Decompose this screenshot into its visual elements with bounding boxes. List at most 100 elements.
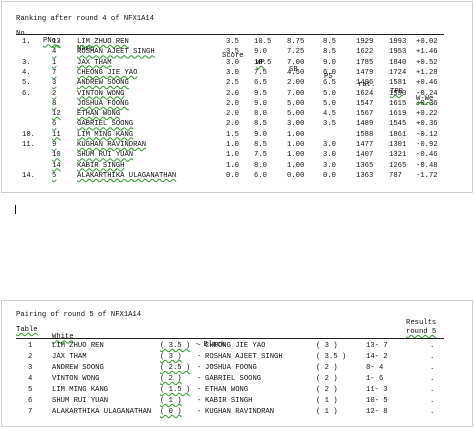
ranking-cell-sb: 0.00 (287, 171, 305, 180)
ranking-cell-rat: 1547 (356, 99, 374, 108)
ranking-cell-wp: 9.5 (254, 89, 267, 98)
ranking-cell-sb: 7.00 (287, 58, 305, 67)
ranking-cell-no: 10. (22, 130, 35, 139)
pairing-header-rule (16, 338, 444, 339)
ranking-cell-no: 1. (22, 38, 31, 46)
ranking-cell-sb: 4.50 (287, 68, 305, 77)
pairing-cell-white: ANDREW SOONG (52, 364, 104, 372)
ranking-cell-pno: 1 (52, 58, 57, 67)
ranking-cell-no: 5. (22, 79, 31, 88)
ranking-cell-sb: 7.25 (287, 48, 305, 57)
ranking-cell-ps: 8.5 (323, 38, 336, 46)
pairing-header-row: Table White - Black (0, 320, 474, 348)
ranking-cell-name: ROSHAN AJEET SINGH (77, 48, 155, 57)
ranking-cell-rat: 1496 (356, 79, 374, 88)
ranking-cell-ps: 5.0 (323, 89, 336, 98)
ranking-cell-name: ETHAN WONG (77, 110, 121, 119)
pairing-cell-pnos: 13- 7 (366, 342, 388, 350)
ranking-cell-tpr: 1581 (389, 79, 407, 88)
pairing-row: 7 ALAKARTHIKA ULAGANATHAN ( 0 ) KUGHAN RAVI… (0, 408, 474, 418)
pairing-frame (1, 300, 473, 427)
header-ps: PS (324, 73, 333, 82)
ranking-row: 8 JOSHUA FOONG 2.0 9.0 5.00 5.0 1547 1615 +0.36 (0, 99, 474, 110)
ranking-cell-name: KUGHAN RAVINDRAN (77, 141, 147, 149)
ranking-title: Ranking after round 4 of NFX1A14 (16, 15, 155, 23)
ranking-cell-pno: 6 (52, 120, 57, 129)
ranking-cell-name: GABRIEL SOONG (77, 120, 134, 129)
ranking-cell-score: 3.0 (226, 68, 239, 77)
ranking-cell-name: JAX THAM (77, 58, 112, 67)
header-white: White (52, 333, 74, 342)
ranking-cell-ps: 4.5 (323, 110, 336, 119)
pairing-cell-table: 1 (28, 342, 33, 350)
pairing-cell-table: 3 (28, 364, 33, 372)
ranking-cell-name: ANDREW SOONG (77, 79, 129, 88)
pairing-cell-table: 4 (28, 375, 33, 383)
pairing-cell-pnos: 12- 8 (366, 408, 388, 416)
pairing-cell-result: . (430, 375, 435, 383)
ranking-row: 4 ROSHAN AJEET SINGH 3.5 9.0 7.25 8.5 1622 1953… (0, 49, 474, 58)
ranking-cell-sb: 5.00 (287, 99, 305, 108)
ranking-cell-wwe: +1.46 (416, 48, 438, 57)
pairing-dash: - (197, 397, 202, 405)
ranking-cell-score: 1.0 (226, 151, 239, 160)
ranking-cell-wwe: -0.48 (416, 161, 438, 170)
ranking-cell-wwe: +1.28 (416, 68, 438, 77)
ranking-cell-rat: 1479 (356, 68, 374, 77)
ranking-cell-wwe: +0.46 (416, 79, 438, 88)
ranking-cell-wwe: -0.92 (416, 141, 438, 149)
ranking-cell-rat: 1624 (356, 89, 374, 98)
pairing-cell-pnos: 8- 4 (366, 364, 384, 372)
ranking-cell-pno: 7 (52, 68, 57, 77)
ranking-row: 6 GABRIEL SOONG 2.0 8.5 3.00 3.5 1489 1545 +0.36 (0, 121, 474, 130)
ranking-cell-rat: 1785 (356, 58, 374, 67)
ranking-cell-ps: 3.0 (323, 161, 336, 170)
ranking-cell-rat: 1588 (356, 130, 374, 139)
pairing-cell-pnos: 1- 6 (366, 375, 384, 383)
pairing-row: 6 SHUM RUI YUAN ( 1 ) KABIR SINGH ( 1 ) 10- 5… (0, 397, 474, 407)
pairing-cell-white: VINTON WONG (52, 375, 100, 383)
pairing-cell-result: . (430, 353, 435, 361)
ranking-cell-rat: 1477 (356, 141, 374, 149)
ranking-cell-wwe: +0.52 (416, 58, 438, 67)
header-name: Name (77, 44, 95, 53)
pairing-cell-black: KUGHAN RAVINDRAN (205, 408, 275, 416)
pairing-cell-white: JAX THAM (52, 353, 87, 361)
ranking-cell-tpr: 1953 (389, 48, 407, 57)
pairing-cell-result: . (430, 342, 435, 350)
ranking-cell-no: 6. (22, 89, 31, 98)
ranking-cell-pno: 9 (52, 141, 57, 149)
pairing-cell-pnos: 14- 2 (366, 353, 388, 361)
pairing-cell-white: LIM MING KANG (52, 386, 109, 394)
pairing-cell-bpts: ( 3.5 ) (316, 353, 347, 361)
pairing-cell-bpts: ( 1 ) (316, 408, 338, 416)
ranking-cell-pno: 4 (52, 48, 57, 57)
ranking-cell-wp: 7.5 (254, 68, 267, 77)
ranking-row: 4. 7 CHEONG JIE YAO 3.0 7.5 4.50 6.0 1479 1724 +1… (0, 68, 474, 79)
ranking-cell-ps: 3.0 (323, 151, 336, 160)
ranking-cell-wp: 10.5 (254, 38, 272, 46)
pairing-cell-black: CHEONG JIE YAO (205, 342, 266, 350)
ranking-cell-tpr: 1301 (389, 141, 407, 149)
pairing-title: Pairing of round 5 of NFX1A14 (16, 311, 142, 319)
ranking-cell-tpr: 1590 (389, 89, 407, 98)
ranking-cell-tpr: 1840 (389, 58, 407, 67)
pairing-cell-pnos: 11- 3 (366, 386, 388, 394)
ranking-cell-score: 1.0 (226, 141, 239, 149)
round-label: round 5 (406, 328, 437, 336)
header-table: Table (16, 326, 38, 335)
ranking-cell-pno: 8 (52, 99, 57, 108)
ranking-cell-wp: 8.5 (254, 120, 267, 129)
ranking-row: 10. 11 LIM MING KANG 1.5 9.0 1.00 1588 1861 -0.1… (0, 130, 474, 141)
ranking-row: 3. 1 JAX THAM 3.0 10.5 7.00 9.0 1785 1840 +0.52 (0, 58, 474, 69)
ranking-cell-sb: 1.00 (287, 151, 305, 160)
ranking-cell-wp: 9.0 (254, 48, 267, 57)
pairing-cell-result: . (430, 364, 435, 372)
ranking-cell-wp: 10.5 (254, 58, 272, 67)
ranking-cell-pno: 13 (52, 38, 61, 46)
pairing-cell-bpts: ( 3 ) (316, 342, 338, 350)
pairing-dash: - (197, 364, 202, 372)
ranking-cell-tpr: 1861 (389, 130, 407, 139)
ranking-cell-ps: 8.5 (323, 48, 336, 57)
ranking-cell-rat: 1622 (356, 48, 374, 57)
